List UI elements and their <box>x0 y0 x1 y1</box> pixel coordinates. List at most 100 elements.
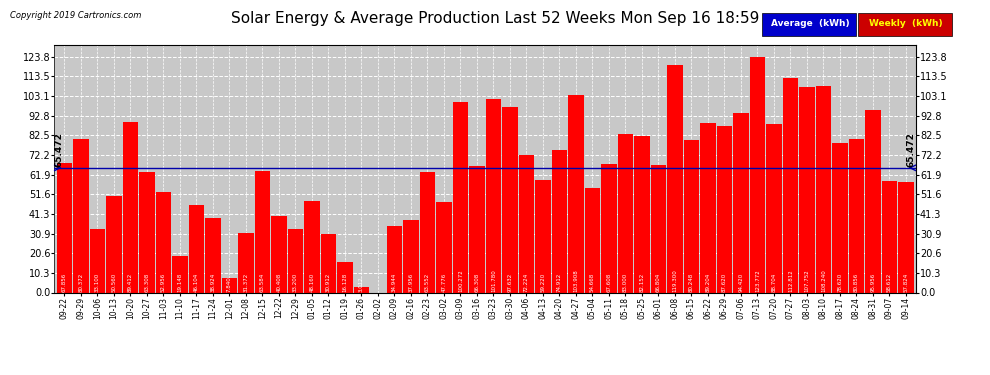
Text: 65.472: 65.472 <box>906 132 916 167</box>
Text: 30.912: 30.912 <box>326 273 331 292</box>
Bar <box>188 205 204 292</box>
Bar <box>106 196 122 292</box>
Bar <box>238 233 253 292</box>
Bar <box>56 164 72 292</box>
Text: 59.220: 59.220 <box>541 273 545 292</box>
Text: 89.204: 89.204 <box>705 273 711 292</box>
Bar <box>337 262 352 292</box>
Bar <box>667 65 683 292</box>
Text: 63.552: 63.552 <box>425 273 430 292</box>
Bar <box>254 171 270 292</box>
Bar <box>601 164 617 292</box>
Bar <box>683 140 699 292</box>
Text: 37.956: 37.956 <box>408 273 414 292</box>
Bar <box>321 234 337 292</box>
Text: 7.840: 7.840 <box>227 276 232 292</box>
Bar <box>700 123 716 292</box>
Text: 78.620: 78.620 <box>838 273 842 292</box>
Bar <box>584 188 600 292</box>
Text: 52.956: 52.956 <box>160 273 166 292</box>
Text: 80.372: 80.372 <box>78 273 83 292</box>
Text: 88.704: 88.704 <box>771 273 776 292</box>
Text: 74.912: 74.912 <box>556 273 562 292</box>
Text: 100.272: 100.272 <box>457 269 463 292</box>
Text: 63.584: 63.584 <box>259 273 265 292</box>
Text: 50.560: 50.560 <box>111 273 117 292</box>
Text: 67.856: 67.856 <box>61 273 67 292</box>
Bar <box>386 226 402 292</box>
Bar <box>832 143 847 292</box>
Text: 67.608: 67.608 <box>606 273 612 292</box>
Bar <box>155 192 171 292</box>
Text: Average  (kWh): Average (kWh) <box>770 19 849 28</box>
Text: Weekly  (kWh): Weekly (kWh) <box>869 19 942 28</box>
Text: 80.248: 80.248 <box>689 273 694 292</box>
Text: 57.824: 57.824 <box>903 273 909 292</box>
Text: 123.772: 123.772 <box>754 269 760 292</box>
Text: 58.612: 58.612 <box>887 273 892 292</box>
Text: 66.804: 66.804 <box>655 273 661 292</box>
Bar <box>436 201 451 292</box>
Text: 103.908: 103.908 <box>573 269 578 292</box>
Bar <box>287 229 303 292</box>
Text: 95.956: 95.956 <box>870 273 875 292</box>
Bar <box>123 122 139 292</box>
Text: 16.128: 16.128 <box>343 273 347 292</box>
Text: 19.148: 19.148 <box>177 273 182 292</box>
Bar <box>799 87 815 292</box>
Bar <box>568 94 584 292</box>
Bar <box>222 278 238 292</box>
Bar <box>485 99 501 292</box>
Text: 34.944: 34.944 <box>392 273 397 292</box>
Bar <box>205 218 221 292</box>
Text: 72.224: 72.224 <box>524 273 529 292</box>
Text: 31.372: 31.372 <box>244 273 248 292</box>
Bar <box>551 150 567 292</box>
Bar <box>733 113 748 292</box>
Bar <box>89 230 105 292</box>
Bar <box>420 171 436 292</box>
Text: Solar Energy & Average Production Last 52 Weeks Mon Sep 16 18:59: Solar Energy & Average Production Last 5… <box>231 11 759 26</box>
Text: 40.408: 40.408 <box>276 273 281 292</box>
Text: 101.780: 101.780 <box>491 269 496 292</box>
Text: Copyright 2019 Cartronics.com: Copyright 2019 Cartronics.com <box>10 11 142 20</box>
Text: 54.668: 54.668 <box>590 273 595 292</box>
Bar <box>469 166 485 292</box>
Text: 47.776: 47.776 <box>442 273 446 292</box>
Text: 108.240: 108.240 <box>821 269 826 292</box>
Text: 112.812: 112.812 <box>788 269 793 292</box>
Bar <box>848 139 864 292</box>
Text: 66.308: 66.308 <box>474 273 479 292</box>
Bar <box>816 86 832 292</box>
Text: 3.012: 3.012 <box>358 276 364 292</box>
Bar <box>271 216 287 292</box>
Text: 87.620: 87.620 <box>722 273 727 292</box>
Text: 46.104: 46.104 <box>194 273 199 292</box>
Bar <box>353 287 369 292</box>
Bar <box>139 172 154 292</box>
Text: 38.924: 38.924 <box>210 273 216 292</box>
Text: 63.308: 63.308 <box>145 273 149 292</box>
Text: 33.200: 33.200 <box>293 273 298 292</box>
Bar <box>717 126 733 292</box>
Text: 97.632: 97.632 <box>507 273 513 292</box>
Bar <box>304 201 320 292</box>
Bar <box>634 136 649 292</box>
Text: 119.300: 119.300 <box>672 269 677 292</box>
Bar <box>618 135 634 292</box>
Bar <box>73 140 89 292</box>
Text: 94.420: 94.420 <box>739 273 743 292</box>
Text: 48.160: 48.160 <box>309 273 315 292</box>
Text: 33.100: 33.100 <box>95 273 100 292</box>
Text: 65.472: 65.472 <box>54 132 64 167</box>
Bar <box>519 155 535 292</box>
Bar <box>403 220 419 292</box>
Bar <box>749 57 765 292</box>
Text: 107.752: 107.752 <box>804 269 810 292</box>
Bar <box>535 180 550 292</box>
Bar <box>172 256 188 292</box>
Bar <box>452 102 468 292</box>
Text: 89.412: 89.412 <box>128 273 133 292</box>
Text: 82.152: 82.152 <box>640 273 644 292</box>
Bar <box>766 124 782 292</box>
